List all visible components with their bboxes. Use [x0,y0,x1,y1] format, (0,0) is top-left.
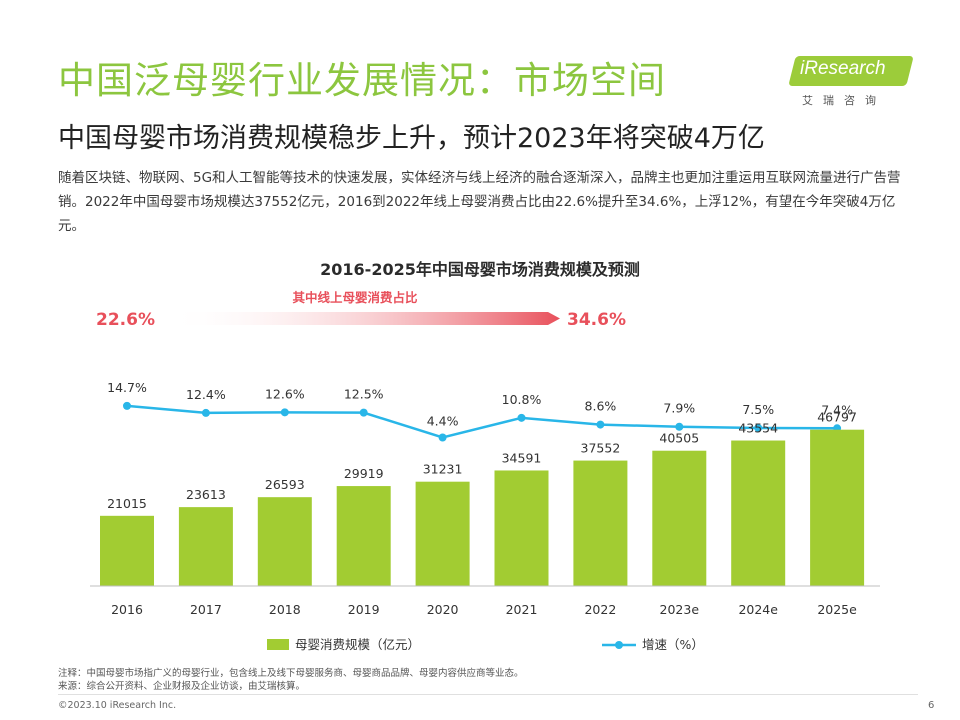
growth-point-2016 [123,401,131,410]
bar-2019 [336,486,391,586]
online-share-start: 22.6% [96,310,155,330]
divider [58,694,918,695]
legend-label-line: 增速（%） [642,637,704,652]
x-tick-2018: 2018 [269,602,301,617]
online-share-arrow [168,312,560,325]
intro-paragraph: 随着区块链、物联网、5G和人工智能等技术的快速发展，实体经济与线上经济的融合逐渐… [58,170,901,234]
x-tick-2019: 2019 [348,602,380,617]
x-tick-2017: 2017 [190,602,222,617]
page-title: 中国泛母婴行业发展情况：市场空间 [58,59,666,102]
growth-label-2019: 12.5% [344,387,384,402]
x-tick-2021: 2021 [506,602,538,617]
growth-label-2022: 8.6% [585,399,617,414]
growth-label-2020: 4.4% [427,413,459,428]
growth-label-2016: 14.7% [107,380,147,395]
legend: 母婴消费规模（亿元） 增速（%） [267,637,704,652]
x-tick-2022: 2022 [584,602,616,617]
legend-swatch-dot [615,641,623,649]
bar-2023e [652,450,707,586]
legend-swatch-bar [267,639,289,650]
bar-2025e [810,429,865,586]
x-tick-2020: 2020 [427,602,459,617]
bar-label-2017: 23613 [186,487,226,502]
bar-2017 [178,507,233,586]
x-tick-2024e: 2024e [738,602,778,617]
bar-label-2024e: 43554 [738,421,778,436]
growth-point-2019 [359,408,368,417]
bar-label-2025e: 46797 [817,410,857,425]
bar-2016 [100,515,154,586]
bar-label-2021: 34591 [502,450,542,465]
copyright: ©2023.10 iResearch Inc. [58,700,177,711]
growth-line [126,404,838,439]
growth-label-2018: 12.6% [265,386,305,401]
x-tick-2025e: 2025e [817,602,857,617]
bar-2018 [257,497,312,586]
iresearch-logo: iResearch 艾瑞咨询 [788,50,914,112]
growth-label-2021: 10.8% [502,392,542,407]
bar-label-2019: 29919 [344,466,384,481]
growth-point-2023e [675,422,684,431]
growth-label-2025e: 7.4% [821,402,853,417]
page-subtitle: 中国母婴市场消费规模稳步上升，预计2023年将突破4万亿 [58,123,765,154]
footnote-source: 来源：综合公开资料、企业财报及企业访谈，由艾瑞核算。 [58,681,306,692]
online-share-band: 其中线上母婴消费占比 22.6% 34.6% [96,290,626,330]
bar-label-2016: 21015 [107,496,147,511]
bar-2021 [494,470,549,586]
online-share-label: 其中线上母婴消费占比 [292,290,418,305]
growth-point-2022 [596,420,605,429]
growth-label-2023e: 7.9% [663,401,695,416]
page-number: 6 [928,700,935,711]
growth-point-2017 [201,408,210,417]
footnotes: 注释：中国母婴市场指广义的母婴行业，包含线上及线下母婴服务商、母婴商品品牌、母婴… [58,667,524,693]
bar-2024e [731,440,786,586]
logo-cn: 艾瑞咨询 [802,94,886,107]
bar-label-2018: 26593 [265,477,305,492]
bar-label-2023e: 40505 [659,431,699,446]
growth-point-2021 [517,413,526,422]
bar-label-2022: 37552 [581,441,621,456]
legend-label-bar: 母婴消费规模（亿元） [295,637,420,652]
x-axis: 2016 2017 2018 2019 2020 2021 2022 2023e 2024e 20… [90,585,880,617]
footnote-note: 注释：中国母婴市场指广义的母婴行业，包含线上及线下母婴服务商、母婴商品品牌、母婴… [58,668,524,679]
x-tick-2016: 2016 [111,602,143,617]
chart-title: 2016-2025年中国母婴市场消费规模及预测 [320,260,640,279]
bar-2022 [573,460,628,586]
bar-layer: 21015 23613 26593 29919 31231 34591 37552 40505… [100,410,865,586]
bar-2020 [415,481,470,586]
growth-label-2017: 12.4% [186,387,226,402]
growth-label-2024e: 7.5% [742,402,774,417]
chart: 其中线上母婴消费占比 22.6% 34.6% 14.7% 12.4% 12.6% 12.5… [90,290,880,652]
bar-label-2020: 31231 [423,462,463,477]
x-tick-2023e: 2023e [660,602,700,617]
online-share-end: 34.6% [567,310,626,330]
growth-point-2018 [280,408,289,417]
growth-point-2020 [438,433,447,442]
logo-brand: iResearch [800,58,886,79]
growth-point-2024e [754,423,763,432]
growth-line-layer: 14.7% 12.4% 12.6% 12.5% 4.4% 10.8% 8.6% 7.9% 7.5… [107,380,853,442]
